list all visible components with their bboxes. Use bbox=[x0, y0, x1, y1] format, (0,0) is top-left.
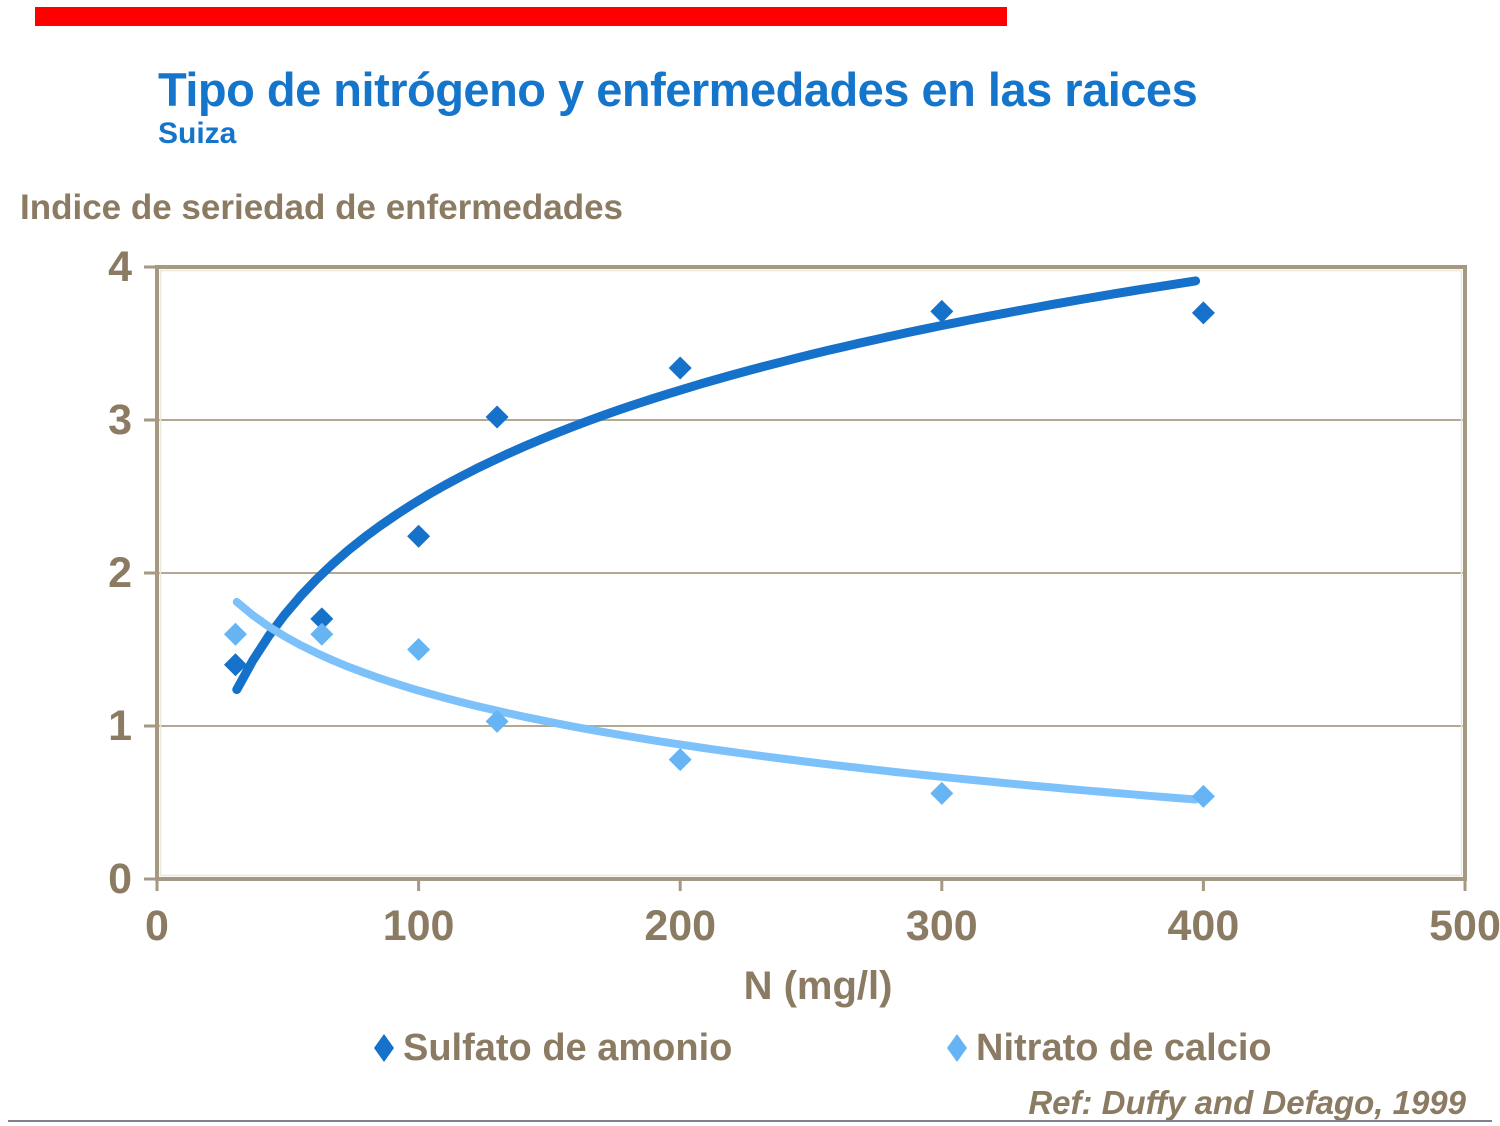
data-point-1 bbox=[223, 622, 247, 646]
x-tick-label: 0 bbox=[145, 902, 169, 950]
data-point-0 bbox=[407, 524, 431, 548]
legend-label: Nitrato de calcio bbox=[976, 1026, 1272, 1069]
trendline-1 bbox=[232, 597, 1200, 804]
data-point-0 bbox=[223, 653, 247, 677]
reference-text: Ref: Duffy and Defago, 1999 bbox=[1028, 1084, 1466, 1121]
x-tick-label: 300 bbox=[905, 902, 978, 950]
diamond-icon bbox=[374, 1034, 394, 1062]
data-point-0 bbox=[485, 405, 509, 429]
x-tick-label: 100 bbox=[382, 902, 455, 950]
data-point-1 bbox=[310, 622, 334, 646]
data-point-0 bbox=[930, 299, 954, 323]
slide-subtitle: Suiza bbox=[158, 117, 237, 150]
y-tick-label: 3 bbox=[108, 396, 132, 444]
x-axis-title: N (mg/l) bbox=[743, 964, 893, 1008]
red-accent-bar bbox=[35, 7, 1007, 26]
data-point-0 bbox=[668, 356, 692, 380]
y-tick-label: 0 bbox=[108, 855, 132, 903]
legend-item-nitrato: Nitrato de calcio bbox=[947, 1026, 1272, 1070]
data-point-0 bbox=[1191, 301, 1215, 325]
y-tick-label: 2 bbox=[108, 549, 132, 597]
plot-frame bbox=[155, 265, 1467, 881]
x-tick-label: 400 bbox=[1167, 902, 1240, 950]
y-tick-label: 1 bbox=[108, 702, 132, 750]
data-point-0 bbox=[310, 607, 334, 631]
data-point-1 bbox=[485, 709, 509, 733]
data-point-1 bbox=[930, 781, 954, 805]
data-point-1 bbox=[1191, 784, 1215, 808]
x-tick-label: 500 bbox=[1429, 902, 1500, 950]
x-tick-label: 200 bbox=[644, 902, 717, 950]
slide-title: Tipo de nitrógeno y enfermedades en las … bbox=[158, 63, 1198, 116]
y-tick-label: 4 bbox=[108, 243, 132, 291]
plot-frame-highlight bbox=[159, 269, 1463, 877]
diamond-icon bbox=[947, 1034, 967, 1062]
trendline-0 bbox=[232, 276, 1201, 695]
y-axis-caption: Indice de seriedad de enfermedades bbox=[20, 188, 624, 227]
legend-label: Sulfato de amonio bbox=[403, 1026, 733, 1069]
bottom-divider bbox=[8, 1120, 1492, 1122]
data-point-1 bbox=[668, 748, 692, 772]
legend-item-sulfato: Sulfato de amonio bbox=[374, 1026, 732, 1070]
data-point-1 bbox=[407, 638, 431, 661]
